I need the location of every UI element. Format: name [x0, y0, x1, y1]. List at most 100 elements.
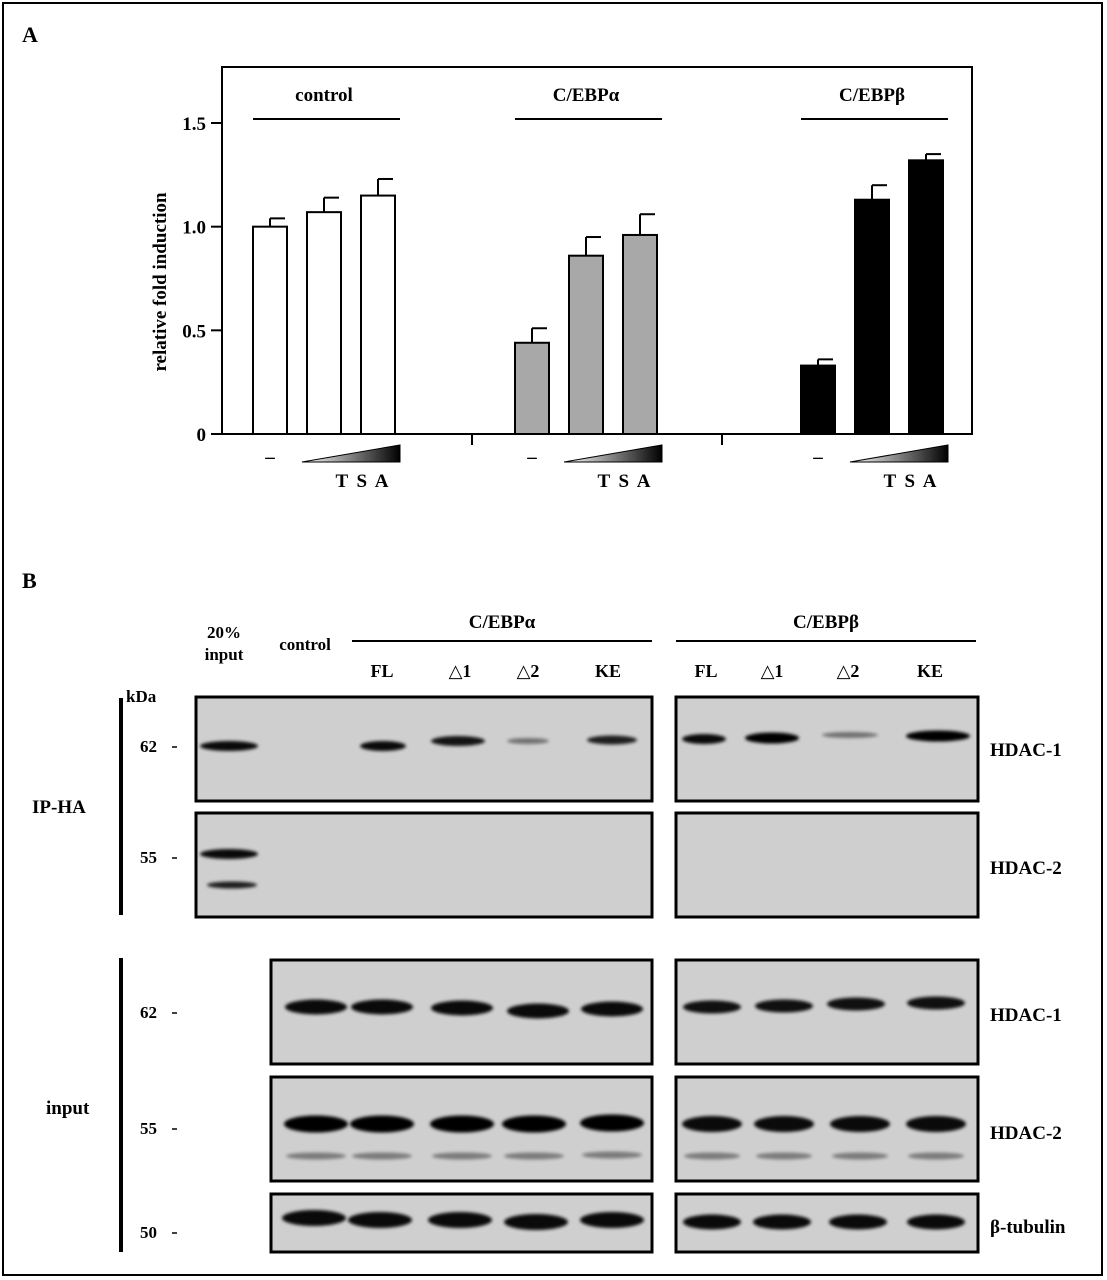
protein-band [360, 741, 406, 751]
tsa-gradient-triangle [563, 444, 663, 463]
panel-b-label: B [22, 568, 37, 593]
protein-band [431, 1000, 493, 1016]
protein-band [507, 738, 549, 744]
secondary-band [504, 1152, 564, 1160]
blot-membrane [674, 695, 980, 803]
lane-label: △2 [517, 661, 540, 681]
lane-label: FL [370, 661, 393, 681]
secondary-band [582, 1151, 642, 1159]
x-axis-annotations: – T S A – T S A – T S A [264, 444, 949, 492]
protein-band [200, 741, 258, 751]
input-lane-label: input [205, 645, 244, 664]
kda-marker-label: 50 [140, 1223, 157, 1242]
secondary-band [756, 1152, 812, 1160]
protein-band [431, 736, 485, 746]
protein-band [755, 999, 813, 1013]
secondary-band [684, 1152, 740, 1160]
bar [514, 341, 550, 436]
y-axis-ticks: 0 0.5 1.0 1.5 [182, 114, 723, 446]
protein-band [822, 732, 878, 738]
protein-band [682, 734, 726, 744]
protein-band [580, 1114, 644, 1132]
input-percent-label: 20% [207, 623, 241, 642]
y-tick-label: 0 [197, 425, 207, 446]
bar [854, 198, 890, 435]
ip-section-label: IP-HA [32, 797, 86, 818]
protein-band [683, 1000, 741, 1014]
protein-band [282, 1210, 346, 1226]
protein-band [507, 1003, 569, 1019]
secondary-band [286, 1152, 346, 1160]
lane-labels: FL △1 △2 KE FL △1 △2 KE [370, 661, 943, 681]
tsa-label: T S A [883, 471, 938, 492]
bar [908, 159, 944, 435]
group-title: control [295, 85, 353, 106]
protein-band [587, 735, 637, 745]
tsa-label: T S A [597, 471, 652, 492]
blot-membrane [194, 695, 654, 803]
y-tick-label: 0.5 [182, 321, 206, 342]
tsa-label: T S A [335, 471, 390, 492]
kda-marker-label: 55 [140, 1119, 157, 1138]
no-treatment-label: – [526, 447, 537, 468]
group-b-title: C/EBPβ [793, 612, 859, 633]
lane-label: △2 [837, 661, 860, 681]
kda-marker-label: 62 [140, 737, 157, 756]
protein-band [200, 849, 258, 859]
group-a-title: C/EBPα [469, 612, 536, 633]
control-lane-label: control [279, 635, 331, 654]
group-titles: control C/EBPα C/EBPβ [253, 85, 948, 120]
tsa-gradient-triangle [849, 444, 949, 463]
protein-band [906, 1116, 966, 1132]
protein-band [754, 1116, 814, 1132]
protein-band [284, 1115, 348, 1133]
bar [306, 211, 342, 435]
no-treatment-label: – [264, 447, 275, 468]
protein-band [830, 1116, 890, 1132]
no-treatment-label: – [812, 447, 823, 468]
protein-band [428, 1212, 492, 1228]
blot-row-label: HDAC-2 [990, 858, 1062, 879]
blot-row-labels: HDAC-1 HDAC-2 HDAC-1 HDAC-2 β-tubulin [990, 740, 1066, 1238]
protein-band [906, 730, 970, 742]
bar [622, 233, 658, 435]
blot-row-label: β-tubulin [990, 1217, 1066, 1238]
y-tick-label: 1.0 [182, 218, 206, 239]
blot-row-label: HDAC-1 [990, 1005, 1062, 1026]
protein-band [829, 1214, 887, 1230]
protein-band [827, 997, 885, 1011]
bar [360, 194, 396, 435]
protein-band [682, 1116, 742, 1132]
protein-band [430, 1115, 494, 1133]
protein-band [502, 1115, 566, 1133]
secondary-band [432, 1152, 492, 1160]
protein-band [348, 1212, 412, 1228]
secondary-band [832, 1152, 888, 1160]
panel-a-label: A [22, 22, 38, 47]
blot-row-label: HDAC-1 [990, 740, 1062, 761]
lane-label: △1 [761, 661, 784, 681]
kda-marker-label: 55 [140, 848, 157, 867]
blot-membrane [674, 811, 980, 919]
input-section-label: input [46, 1098, 90, 1119]
secondary-band [352, 1152, 412, 1160]
protein-band [285, 999, 347, 1015]
bar [568, 254, 604, 435]
bar [252, 225, 288, 435]
lane-label: FL [694, 661, 717, 681]
protein-band [907, 1214, 965, 1230]
protein-band [907, 996, 965, 1010]
y-axis-label: relative fold induction [150, 192, 171, 372]
group-title: C/EBPβ [839, 85, 905, 106]
protein-band [351, 999, 413, 1015]
lane-label: △1 [449, 661, 472, 681]
protein-band [207, 881, 257, 889]
protein-band [504, 1214, 568, 1230]
blot-membrane [194, 811, 654, 919]
bar [800, 364, 836, 435]
protein-band [581, 1001, 643, 1017]
protein-band [745, 732, 799, 744]
kda-marker-label: 62 [140, 1003, 157, 1022]
